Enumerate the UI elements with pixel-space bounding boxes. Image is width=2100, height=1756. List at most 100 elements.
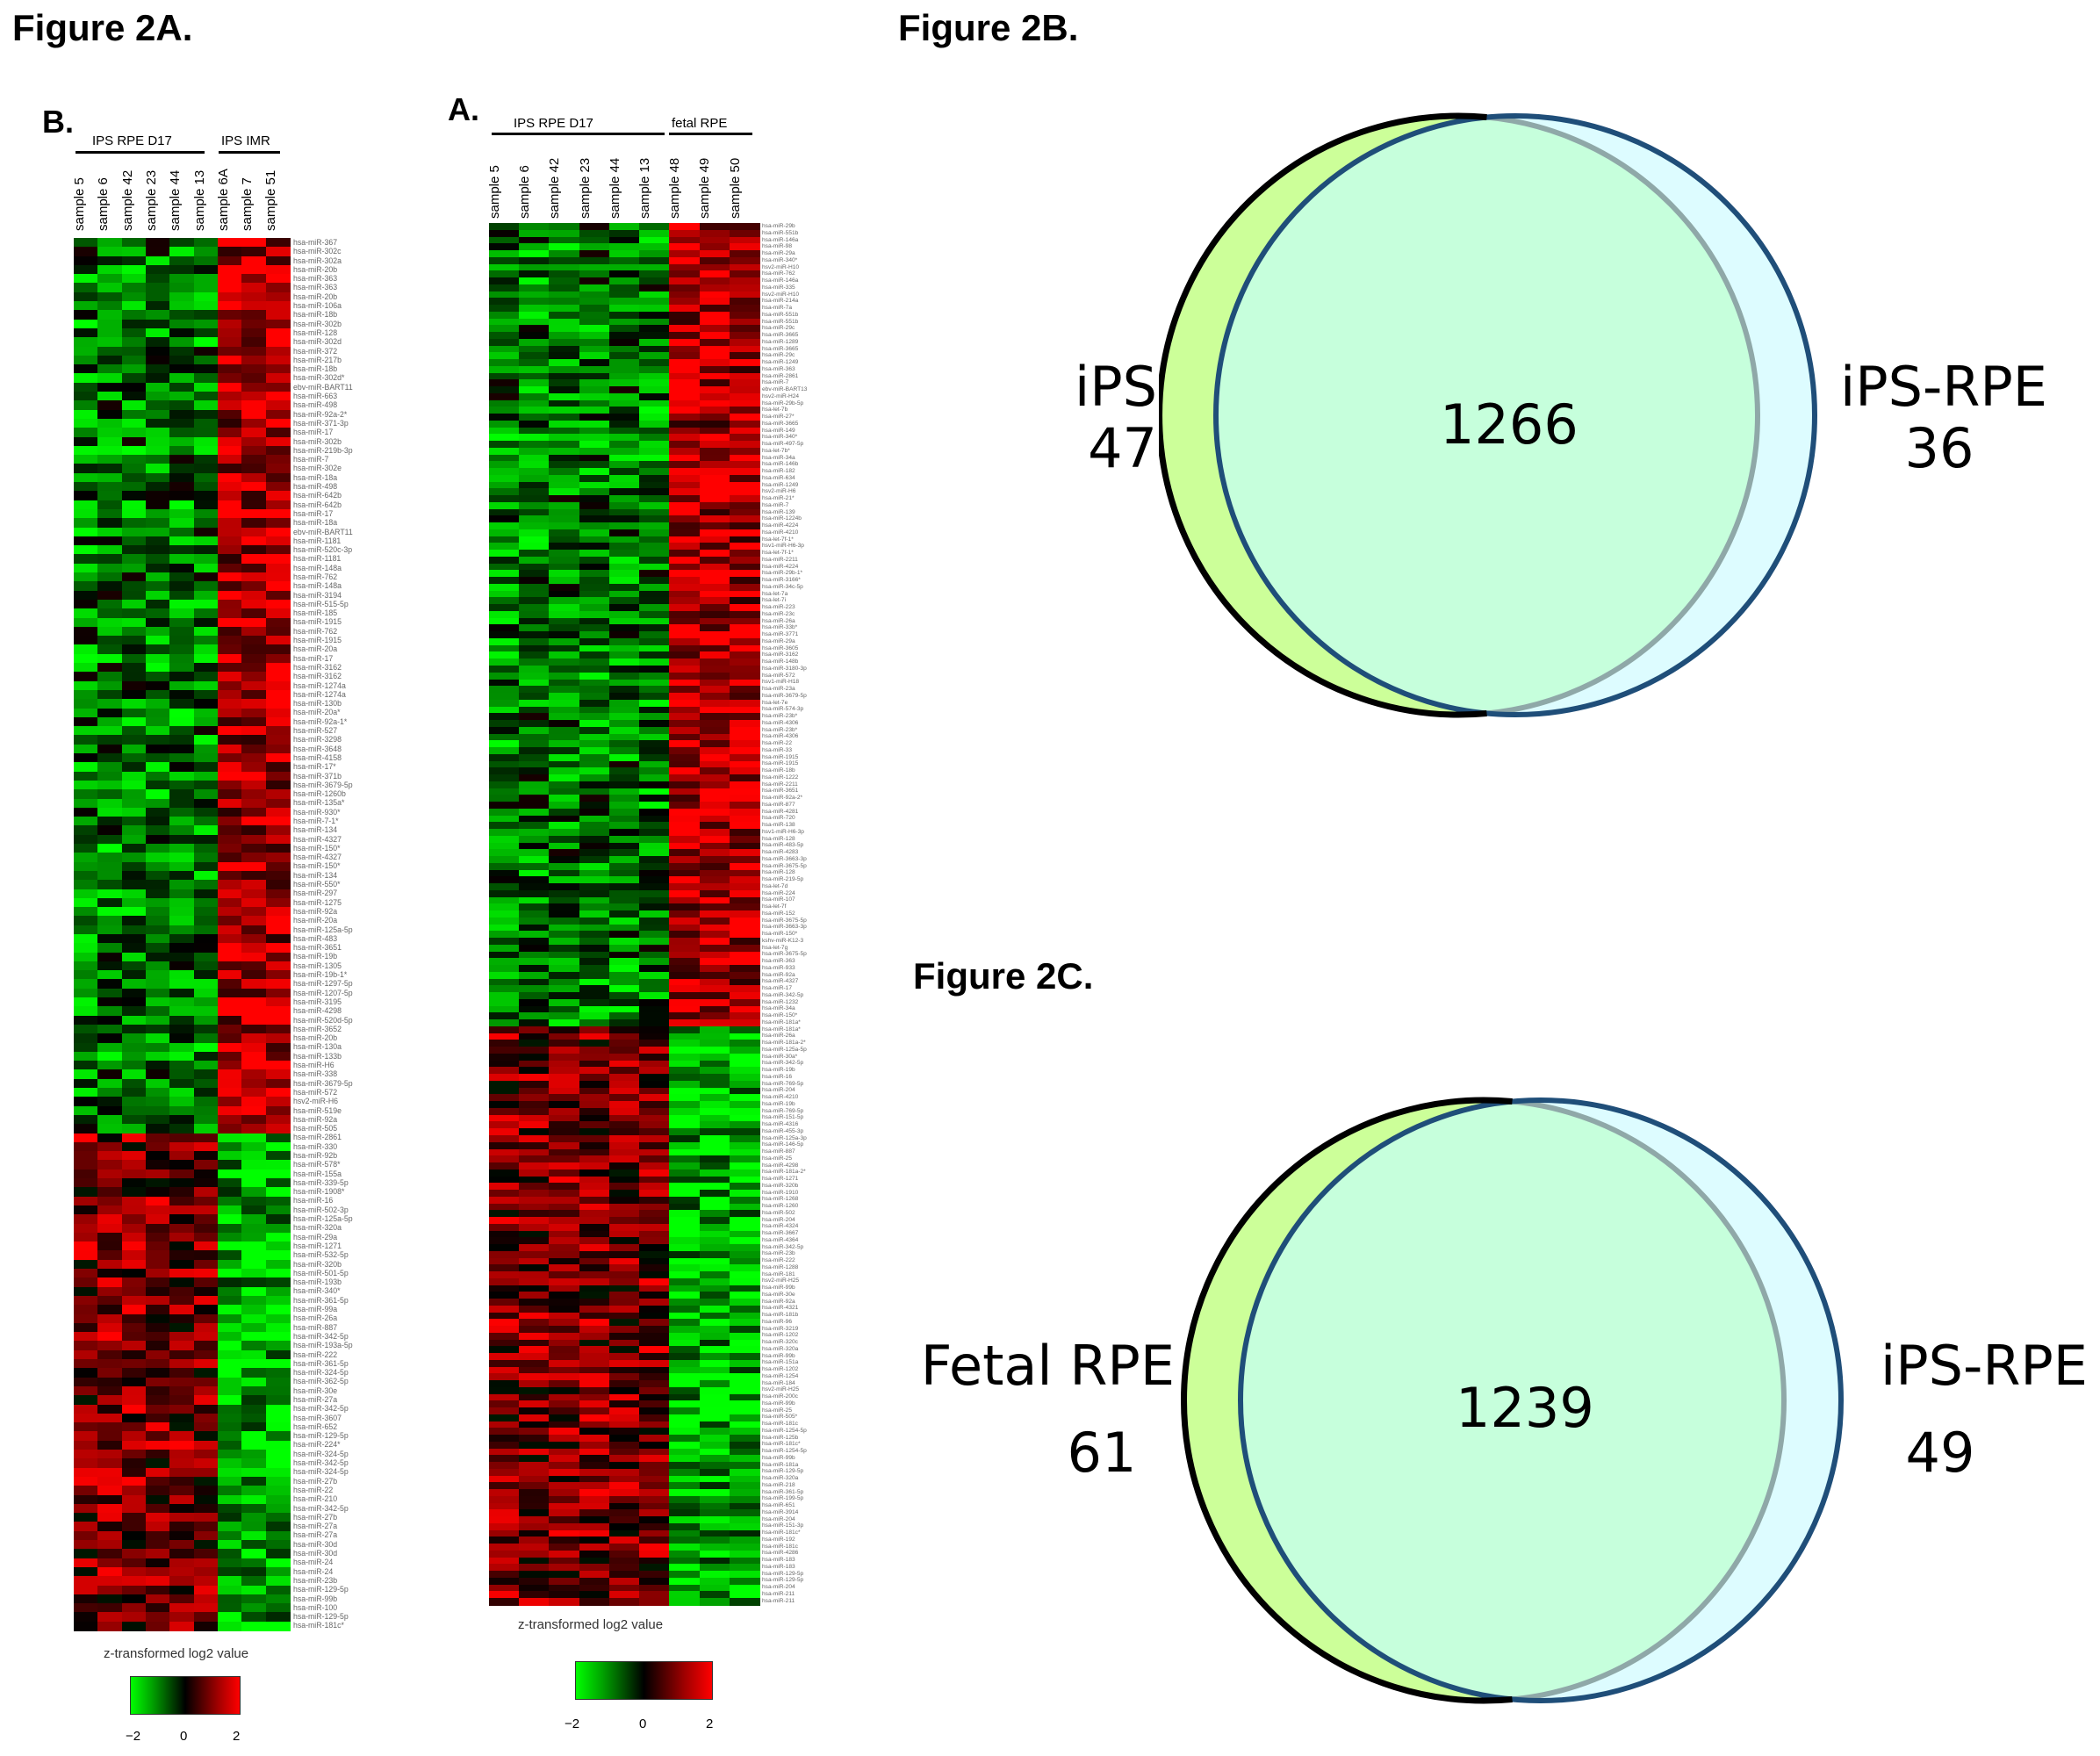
heatmap-cell — [193, 680, 219, 691]
heatmap-cell — [608, 706, 640, 714]
heatmap-cell — [549, 1121, 580, 1129]
heatmap-cell — [639, 795, 670, 802]
heatmap-row-label: hsa-miR-134 — [293, 870, 338, 880]
heatmap-cell — [639, 951, 670, 959]
heatmap-cell — [639, 1121, 670, 1129]
heatmap-cell — [579, 693, 610, 701]
heatmap-cell — [699, 1522, 730, 1531]
heatmap-cell — [669, 604, 701, 612]
heatmap-cell — [699, 590, 730, 599]
heatmap-cell — [97, 1286, 123, 1297]
heatmap-cell — [729, 1393, 760, 1401]
heatmap-row-label: hsa-miR-29c — [762, 325, 795, 332]
heatmap-cell — [729, 706, 760, 714]
heatmap-cell — [489, 441, 520, 449]
heatmap-cell — [265, 1549, 291, 1559]
heatmap-cell — [193, 798, 219, 809]
heatmap-cell — [121, 563, 147, 573]
heatmap-cell — [146, 672, 170, 682]
heatmap-cell — [97, 762, 123, 773]
heatmap-cell — [608, 1210, 640, 1218]
heatmap-cell — [146, 1422, 170, 1433]
heatmap-cell — [121, 436, 147, 447]
heatmap-cell — [146, 1286, 170, 1297]
heatmap-cell — [218, 1413, 242, 1423]
heatmap-cell — [169, 608, 195, 619]
heatmap-cell — [639, 441, 670, 449]
heatmap-cell — [489, 305, 520, 313]
heatmap-cell — [146, 472, 170, 483]
panel-b-column-label: sample 51 — [263, 169, 279, 231]
heatmap-cell — [549, 461, 580, 469]
heatmap-cell — [169, 1061, 195, 1071]
heatmap-cell — [519, 747, 550, 755]
heatmap-row-label: hsa-miR-151a — [762, 1359, 799, 1366]
heatmap-cell — [169, 563, 195, 573]
heatmap-cell — [489, 896, 520, 904]
heatmap-cell — [639, 488, 670, 496]
heatmap-cell — [241, 744, 267, 754]
heatmap-cell — [74, 1069, 98, 1080]
heatmap-cell — [121, 1024, 147, 1034]
heatmap-cell — [579, 1257, 610, 1265]
heatmap-cell — [169, 708, 195, 718]
heatmap-cell — [121, 1566, 147, 1577]
heatmap-cell — [639, 740, 670, 748]
heatmap-cell — [489, 1210, 520, 1218]
heatmap-cell — [579, 753, 610, 762]
heatmap-cell — [699, 822, 730, 830]
heatmap-cell — [639, 1339, 670, 1347]
heatmap-cell — [241, 1133, 267, 1143]
heatmap-cell — [74, 744, 98, 754]
heatmap-cell — [729, 392, 760, 401]
heatmap-cell — [639, 944, 670, 953]
heatmap-row-label: hsa-miR-320b — [293, 1259, 342, 1269]
heatmap-cell — [489, 1285, 520, 1292]
heatmap-row-label: hsa-miR-18b — [293, 310, 338, 320]
heatmap-cell — [669, 1277, 701, 1286]
heatmap-cell — [218, 653, 242, 664]
heatmap-cell — [265, 663, 291, 673]
heatmap-cell — [699, 495, 730, 503]
heatmap-cell — [489, 379, 520, 387]
heatmap-cell — [489, 699, 520, 708]
heatmap-cell — [669, 1441, 701, 1450]
heatmap-cell — [729, 617, 760, 626]
heatmap-cell — [579, 924, 610, 932]
heatmap-cell — [218, 997, 242, 1007]
heatmap-row-label: hsv2-miR-H6 — [293, 1097, 339, 1106]
heatmap-cell — [169, 1024, 195, 1034]
heatmap-cell — [519, 597, 550, 605]
heatmap-cell — [579, 1544, 610, 1551]
heatmap-cell — [579, 1312, 610, 1320]
heatmap-cell — [97, 1566, 123, 1577]
heatmap-cell — [489, 1033, 520, 1041]
heatmap-cell — [699, 414, 730, 421]
heatmap-cell — [639, 447, 670, 456]
heatmap-cell — [579, 229, 610, 238]
heatmap-cell — [265, 880, 291, 890]
heatmap-cell — [241, 897, 267, 908]
heatmap-cell — [121, 590, 147, 601]
heatmap-row-label: hsa-miR-218 — [762, 1481, 795, 1488]
heatmap-row-label: hsa-miR-183 — [762, 1557, 795, 1563]
heatmap-cell — [669, 726, 701, 735]
heatmap-cell — [729, 1305, 760, 1313]
heatmap-cell — [729, 1237, 760, 1245]
heatmap-cell — [669, 1421, 701, 1429]
heatmap-row-label: hsa-miR-324-5p — [293, 1467, 349, 1477]
heatmap-cell — [241, 1232, 267, 1242]
heatmap-cell — [97, 1061, 123, 1071]
heatmap-cell — [699, 1373, 730, 1381]
heatmap-cell — [265, 291, 291, 302]
heatmap-cell — [169, 1621, 195, 1631]
heatmap-cell — [218, 853, 242, 863]
heatmap-cell — [669, 795, 701, 802]
heatmap-cell — [121, 1269, 147, 1278]
heatmap-cell — [193, 997, 219, 1007]
heatmap-cell — [549, 978, 580, 986]
heatmap-cell — [489, 481, 520, 489]
heatmap-row-label: hsa-miR-320c — [762, 1339, 798, 1345]
heatmap-cell — [669, 1047, 701, 1054]
heatmap-cell — [699, 1435, 730, 1443]
